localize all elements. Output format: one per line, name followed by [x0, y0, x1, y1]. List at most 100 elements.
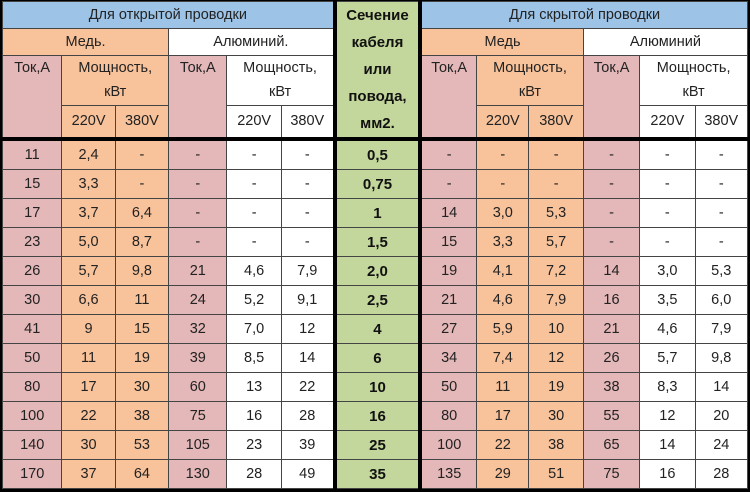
- hidden-cell: -: [694, 137, 749, 170]
- voltage-380-header: 380V: [694, 104, 749, 140]
- hidden-cell: 135: [419, 459, 478, 489]
- hidden-cell: 100: [419, 430, 478, 460]
- hidden-cell: 5,3: [528, 198, 584, 228]
- section-header-line: повода,: [348, 88, 407, 105]
- hidden-cell: 34: [419, 343, 478, 373]
- hidden-cell: -: [582, 198, 641, 228]
- open-cell: -: [226, 198, 282, 228]
- section-cell: 4: [332, 314, 423, 344]
- hidden-cell: -: [476, 137, 530, 170]
- section-cell: 0,75: [332, 169, 423, 199]
- hidden-cell: 50: [419, 372, 478, 402]
- hidden-cell: 5,7: [639, 343, 696, 373]
- open-cell: 17: [1, 198, 63, 228]
- power-label: Мощность,: [78, 60, 153, 77]
- open-cell: 8,7: [114, 227, 170, 257]
- open-cell: 2,4: [61, 137, 116, 170]
- open-cell: 170: [1, 459, 63, 489]
- hidden-cell: 7,4: [476, 343, 530, 373]
- hidden-cell: 8,3: [639, 372, 696, 402]
- voltage-380-header: 380V: [114, 104, 170, 140]
- hidden-cell: 27: [419, 314, 478, 344]
- voltage-220-header: 220V: [639, 104, 696, 140]
- open-cell: 105: [168, 430, 228, 460]
- open-cell: 5,7: [61, 256, 116, 286]
- section-cell: 2,5: [332, 285, 423, 315]
- hidden-cell: 12: [639, 401, 696, 431]
- open-cell: -: [280, 227, 336, 257]
- open-cell: -: [168, 169, 228, 199]
- open-aluminum-header: Алюминий.: [168, 28, 336, 56]
- hidden-cell: 19: [528, 372, 584, 402]
- section-cell: 2,0: [332, 256, 423, 286]
- hidden-cell: -: [694, 169, 749, 199]
- hidden-cell: -: [639, 137, 696, 170]
- section-cell: 35: [332, 459, 423, 489]
- hidden-cell: 7,9: [528, 285, 584, 315]
- open-cell: 32: [168, 314, 228, 344]
- hidden-cell: 29: [476, 459, 530, 489]
- hidden-cell: 3,0: [639, 256, 696, 286]
- open-cell: 19: [114, 343, 170, 373]
- hidden-cell: 5,9: [476, 314, 530, 344]
- open-cell: 5,2: [226, 285, 282, 315]
- section-cell: 6: [332, 343, 423, 373]
- hidden-cell: 14: [639, 430, 696, 460]
- hidden-cell: -: [694, 227, 749, 257]
- voltage-220-header: 220V: [476, 104, 530, 140]
- hidden-cell: 14: [582, 256, 641, 286]
- open-cell: 21: [168, 256, 228, 286]
- table-row: 41 9 15 32 7,0 12 4 27 5,9 10 21 4,6 7,9: [1, 314, 749, 344]
- hidden-cell: 30: [528, 401, 584, 431]
- open-cell: -: [226, 169, 282, 199]
- current-header: Ток,А: [582, 55, 641, 140]
- open-cell: 9: [61, 314, 116, 344]
- hidden-cell: 21: [582, 314, 641, 344]
- hidden-cell: 22: [476, 430, 530, 460]
- open-cell: 14: [280, 343, 336, 373]
- open-cell: 17: [61, 372, 116, 402]
- hidden-cell: 4,1: [476, 256, 530, 286]
- open-cell: 4,6: [226, 256, 282, 286]
- power-label: Мощность,: [493, 60, 567, 77]
- open-cell: 12: [280, 314, 336, 344]
- hidden-cell: 5,7: [528, 227, 584, 257]
- hidden-wiring-header: Для скрытой проводки: [419, 1, 749, 29]
- hidden-cell: 55: [582, 401, 641, 431]
- current-header: Ток,А: [419, 55, 478, 140]
- hidden-cell: 12: [528, 343, 584, 373]
- hidden-cell: 38: [528, 430, 584, 460]
- open-cell: -: [280, 137, 336, 170]
- hidden-cell: 51: [528, 459, 584, 489]
- power-unit: кВт: [682, 84, 705, 101]
- power-unit: кВт: [268, 84, 292, 101]
- hidden-cell: 3,5: [639, 285, 696, 315]
- voltage-220-header: 220V: [226, 104, 282, 140]
- open-cell: 22: [280, 372, 336, 402]
- section-header-line: или: [363, 61, 392, 78]
- section-cell: 16: [332, 401, 423, 431]
- hidden-cell: -: [639, 227, 696, 257]
- hidden-cell: -: [419, 169, 478, 199]
- open-cell: 15: [114, 314, 170, 344]
- open-cell: -: [280, 169, 336, 199]
- hidden-copper-header: Медь: [419, 28, 584, 56]
- open-cell: 41: [1, 314, 63, 344]
- open-cell: 30: [1, 285, 63, 315]
- section-cell: 0,5: [332, 137, 423, 170]
- open-cell: -: [114, 169, 170, 199]
- section-header-line: мм2.: [360, 115, 395, 132]
- open-cell: -: [226, 137, 282, 170]
- hidden-cell: 6,0: [694, 285, 749, 315]
- open-cell: 50: [1, 343, 63, 373]
- current-header: Ток,А: [168, 55, 228, 140]
- section-cell: 1,5: [332, 227, 423, 257]
- current-header: Ток,А: [1, 55, 63, 140]
- table-row: 100 22 38 75 16 28 16 80 17 30 55 12 20: [1, 401, 749, 431]
- section-cell: 1: [332, 198, 423, 228]
- open-cell: 80: [1, 372, 63, 402]
- open-cell: 64: [114, 459, 170, 489]
- open-cell: 53: [114, 430, 170, 460]
- hidden-cell: -: [639, 198, 696, 228]
